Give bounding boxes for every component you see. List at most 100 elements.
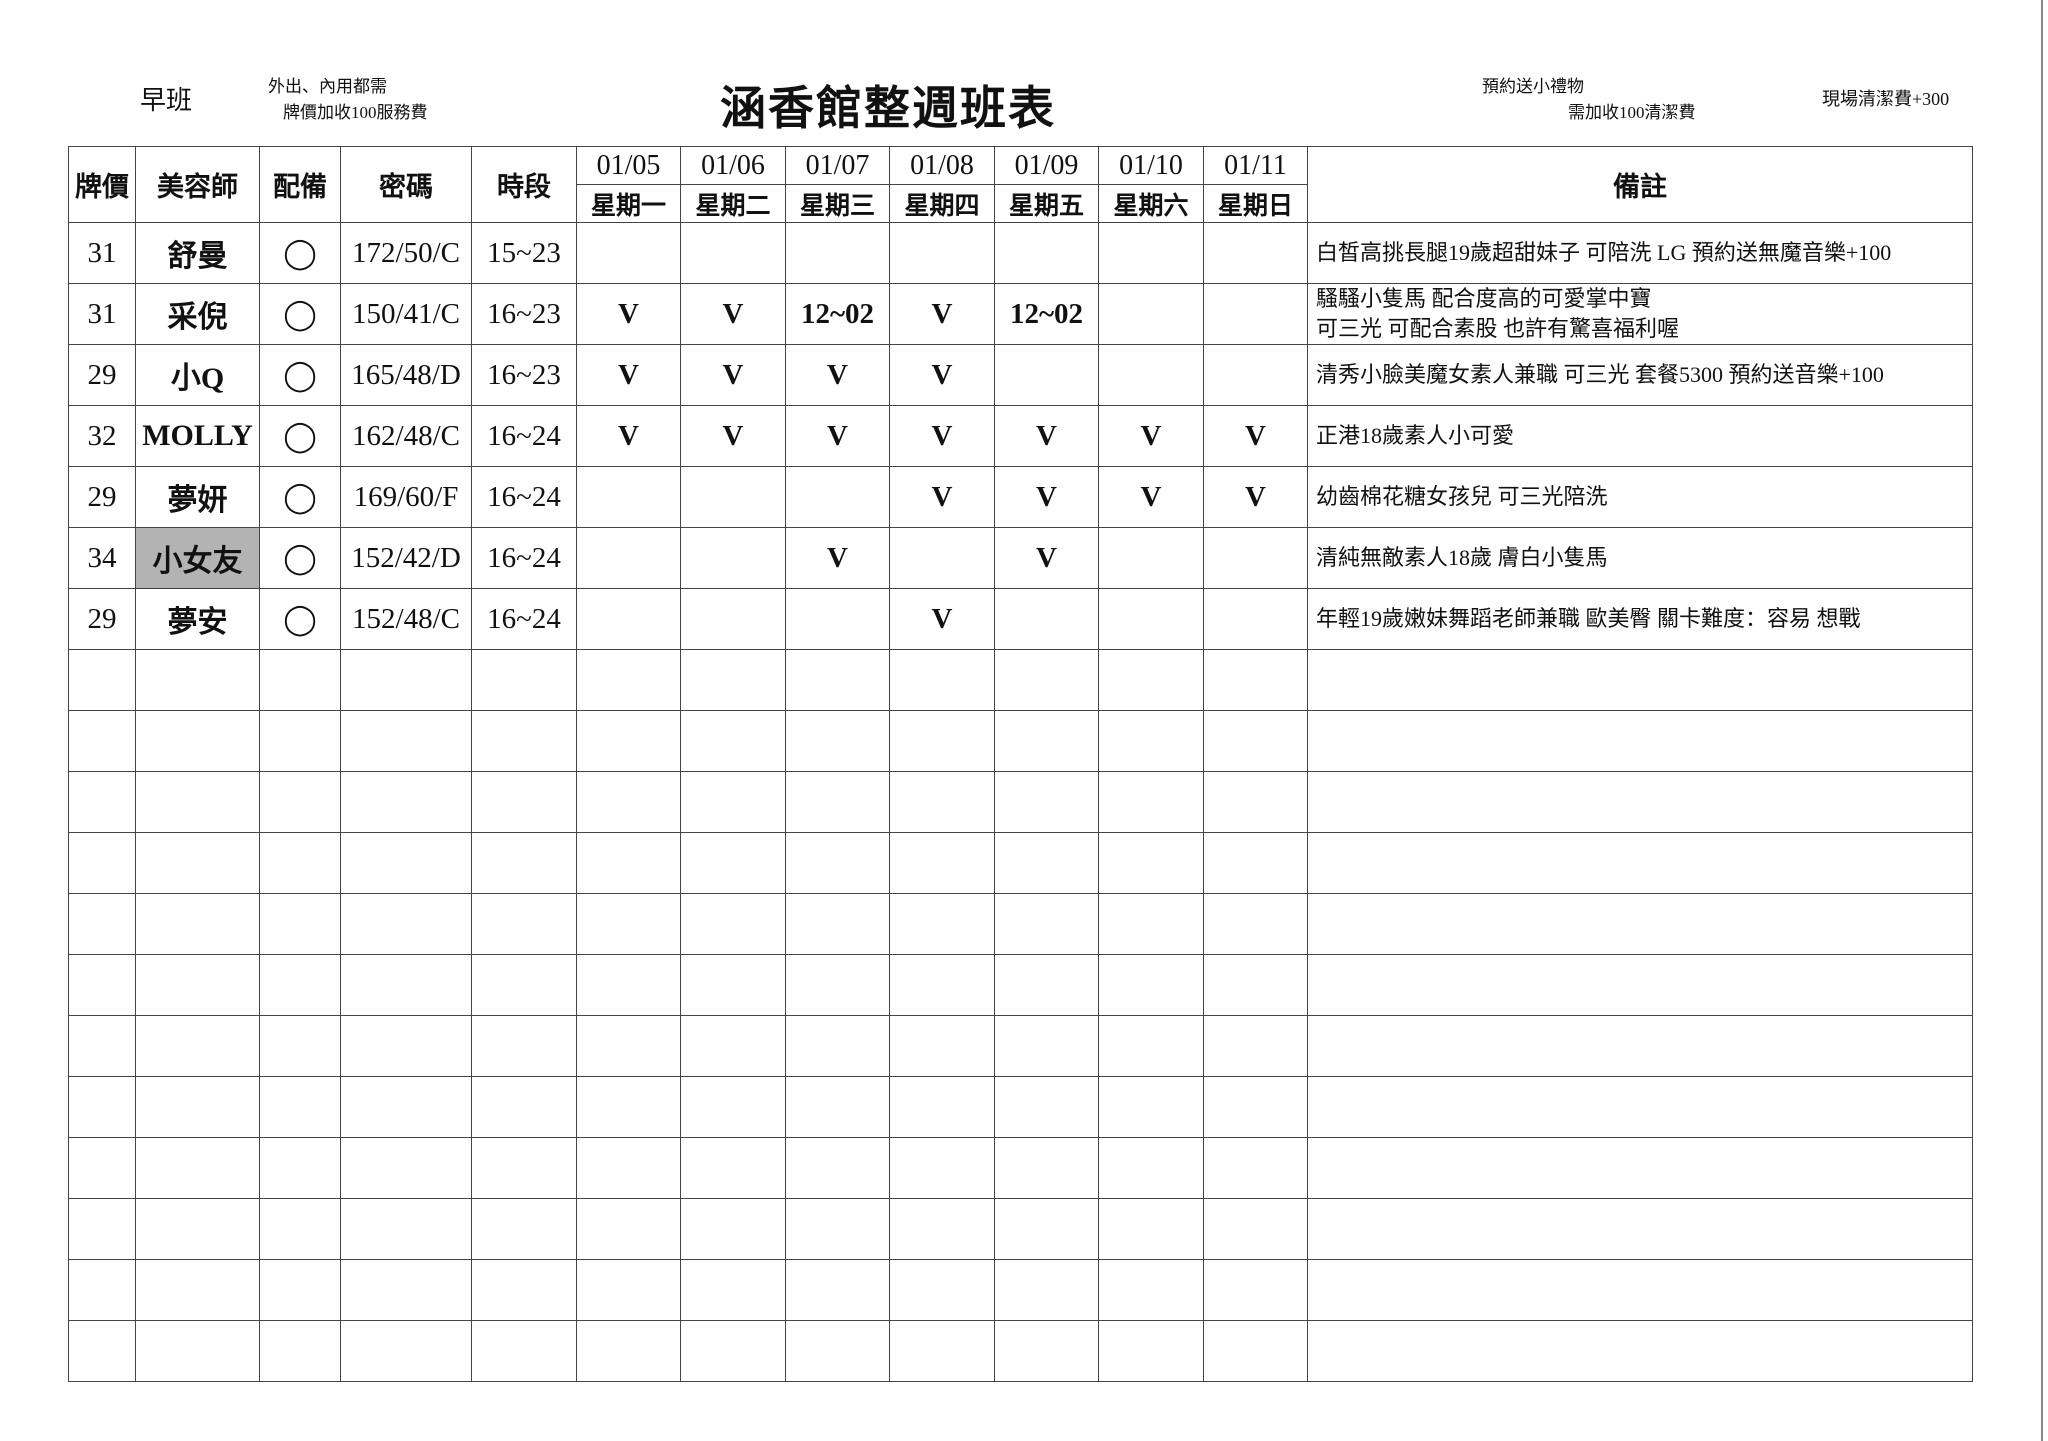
empty-cell	[576, 893, 681, 955]
empty-cell	[680, 832, 786, 894]
date-header: 01/09	[994, 146, 1099, 185]
empty-cell	[1098, 1198, 1204, 1260]
empty-cell	[1098, 1137, 1204, 1199]
empty-cell	[471, 893, 577, 955]
staff-header: 美容師	[135, 146, 260, 223]
notes-cell: 正港18歲素人小可愛	[1307, 405, 1973, 467]
shift-label: 早班	[140, 86, 193, 115]
weekday-header: 星期二	[680, 184, 786, 223]
empty-cell	[135, 649, 260, 711]
empty-cell	[576, 710, 681, 772]
notes-cell: 幼齒棉花糖女孩兒 可三光陪洗	[1307, 466, 1973, 528]
empty-cell	[1203, 771, 1308, 833]
empty-cell	[259, 954, 341, 1016]
day-cell	[785, 222, 890, 284]
empty-cell	[135, 1198, 260, 1260]
notes-cell: 清秀小臉美魔女素人兼職 可三光 套餐5300 預約送音樂+100	[1307, 344, 1973, 406]
day-cell: V	[680, 283, 786, 345]
empty-cell	[1098, 1259, 1204, 1321]
day-cell: V	[680, 405, 786, 467]
empty-cell	[576, 1137, 681, 1199]
empty-cell	[889, 893, 995, 955]
empty-cell	[471, 710, 577, 772]
equipment-circle-icon: ◯	[259, 344, 341, 406]
price-cell: 31	[68, 222, 136, 284]
empty-cell	[340, 649, 472, 711]
empty-cell	[68, 649, 136, 711]
empty-cell	[68, 1015, 136, 1077]
price-cell: 32	[68, 405, 136, 467]
empty-cell	[340, 1015, 472, 1077]
empty-cell	[340, 771, 472, 833]
empty-cell	[680, 710, 786, 772]
staff-name-cell: 夢妍	[135, 466, 260, 528]
empty-cell	[889, 1015, 995, 1077]
empty-cell	[135, 1076, 260, 1138]
table-row: 32 MOLLY ◯ 162/48/C 16~24 V V V V V V V 正港18歲素人小可愛	[68, 405, 1973, 467]
equipment-header: 配備	[259, 146, 341, 223]
staff-name-cell: 采倪	[135, 283, 260, 345]
empty-cell	[1307, 710, 1973, 772]
empty-cell	[68, 771, 136, 833]
empty-cell	[471, 649, 577, 711]
password-cell: 150/41/C	[340, 283, 472, 345]
notes-cell: 白皙高挑長腿19歲超甜妹子 可陪洗 LG 預約送無魔音樂+100	[1307, 222, 1973, 284]
empty-cell	[785, 771, 890, 833]
table-row: 34 小女友 ◯ 152/42/D 16~24 V V 清純無敵素人18歲 膚白小隻馬	[68, 527, 1973, 589]
empty-row	[68, 771, 1973, 833]
empty-cell	[471, 1076, 577, 1138]
notes-line: 年輕19歲嫩妹舞蹈老師兼職 歐美臀 關卡難度：容易 想戰	[1316, 606, 1861, 631]
empty-cell	[680, 771, 786, 833]
empty-row	[68, 893, 1973, 955]
day-cell: 12~02	[785, 283, 890, 345]
day-cell: 12~02	[994, 283, 1099, 345]
empty-cell	[1307, 954, 1973, 1016]
empty-cell	[785, 1137, 890, 1199]
day-cell: V	[994, 405, 1099, 467]
empty-cell	[994, 1076, 1099, 1138]
header-row-dates: 牌價 美容師 配備 密碼 時段 01/05 01/06 01/07 01/08 01/09 01/1…	[68, 146, 1973, 223]
empty-cell	[680, 1076, 786, 1138]
price-cell: 34	[68, 527, 136, 589]
notes-cell: 年輕19歲嫩妹舞蹈老師兼職 歐美臀 關卡難度：容易 想戰	[1307, 588, 1973, 650]
day-cell: V	[1203, 466, 1308, 528]
empty-cell	[994, 832, 1099, 894]
empty-cell	[68, 1320, 136, 1382]
day-cell	[994, 588, 1099, 650]
empty-cell	[680, 1015, 786, 1077]
time-slot-cell: 16~24	[471, 405, 577, 467]
empty-cell	[680, 1198, 786, 1260]
empty-cell	[1307, 771, 1973, 833]
empty-cell	[994, 1259, 1099, 1321]
password-cell: 152/42/D	[340, 527, 472, 589]
day-cell: V	[1098, 405, 1204, 467]
schedule-table: 牌價 美容師 配備 密碼 時段 01/05 01/06 01/07 01/08 01/09 01/1…	[68, 146, 1973, 1382]
empty-row	[68, 1320, 1973, 1382]
day-cell	[1098, 283, 1204, 345]
gift-note-line1: 預約送小禮物	[1482, 77, 1584, 96]
day-cell: V	[889, 344, 995, 406]
empty-cell	[259, 1076, 341, 1138]
empty-cell	[340, 832, 472, 894]
notes-header: 備註	[1307, 146, 1973, 223]
empty-cell	[576, 771, 681, 833]
day-cell	[576, 588, 681, 650]
cleaning-fee-note: 現場清潔費+300	[1822, 89, 1950, 109]
day-cell	[994, 222, 1099, 284]
service-fee-note-line2: 牌價加收100服務費	[283, 103, 428, 122]
equipment-circle-icon: ◯	[259, 405, 341, 467]
price-cell: 29	[68, 344, 136, 406]
notes-line: 清秀小臉美魔女素人兼職 可三光 套餐5300 預約送音樂+100	[1316, 362, 1884, 387]
empty-cell	[1203, 1320, 1308, 1382]
empty-cell	[259, 1015, 341, 1077]
notes-line: 正港18歲素人小可愛	[1316, 423, 1515, 448]
equipment-circle-icon: ◯	[259, 527, 341, 589]
empty-cell	[135, 1320, 260, 1382]
empty-cell	[471, 1015, 577, 1077]
date-header: 01/06	[680, 146, 786, 185]
empty-cell	[576, 649, 681, 711]
empty-cell	[68, 1259, 136, 1321]
price-cell: 31	[68, 283, 136, 345]
day-cell: V	[889, 466, 995, 528]
empty-cell	[1098, 1076, 1204, 1138]
